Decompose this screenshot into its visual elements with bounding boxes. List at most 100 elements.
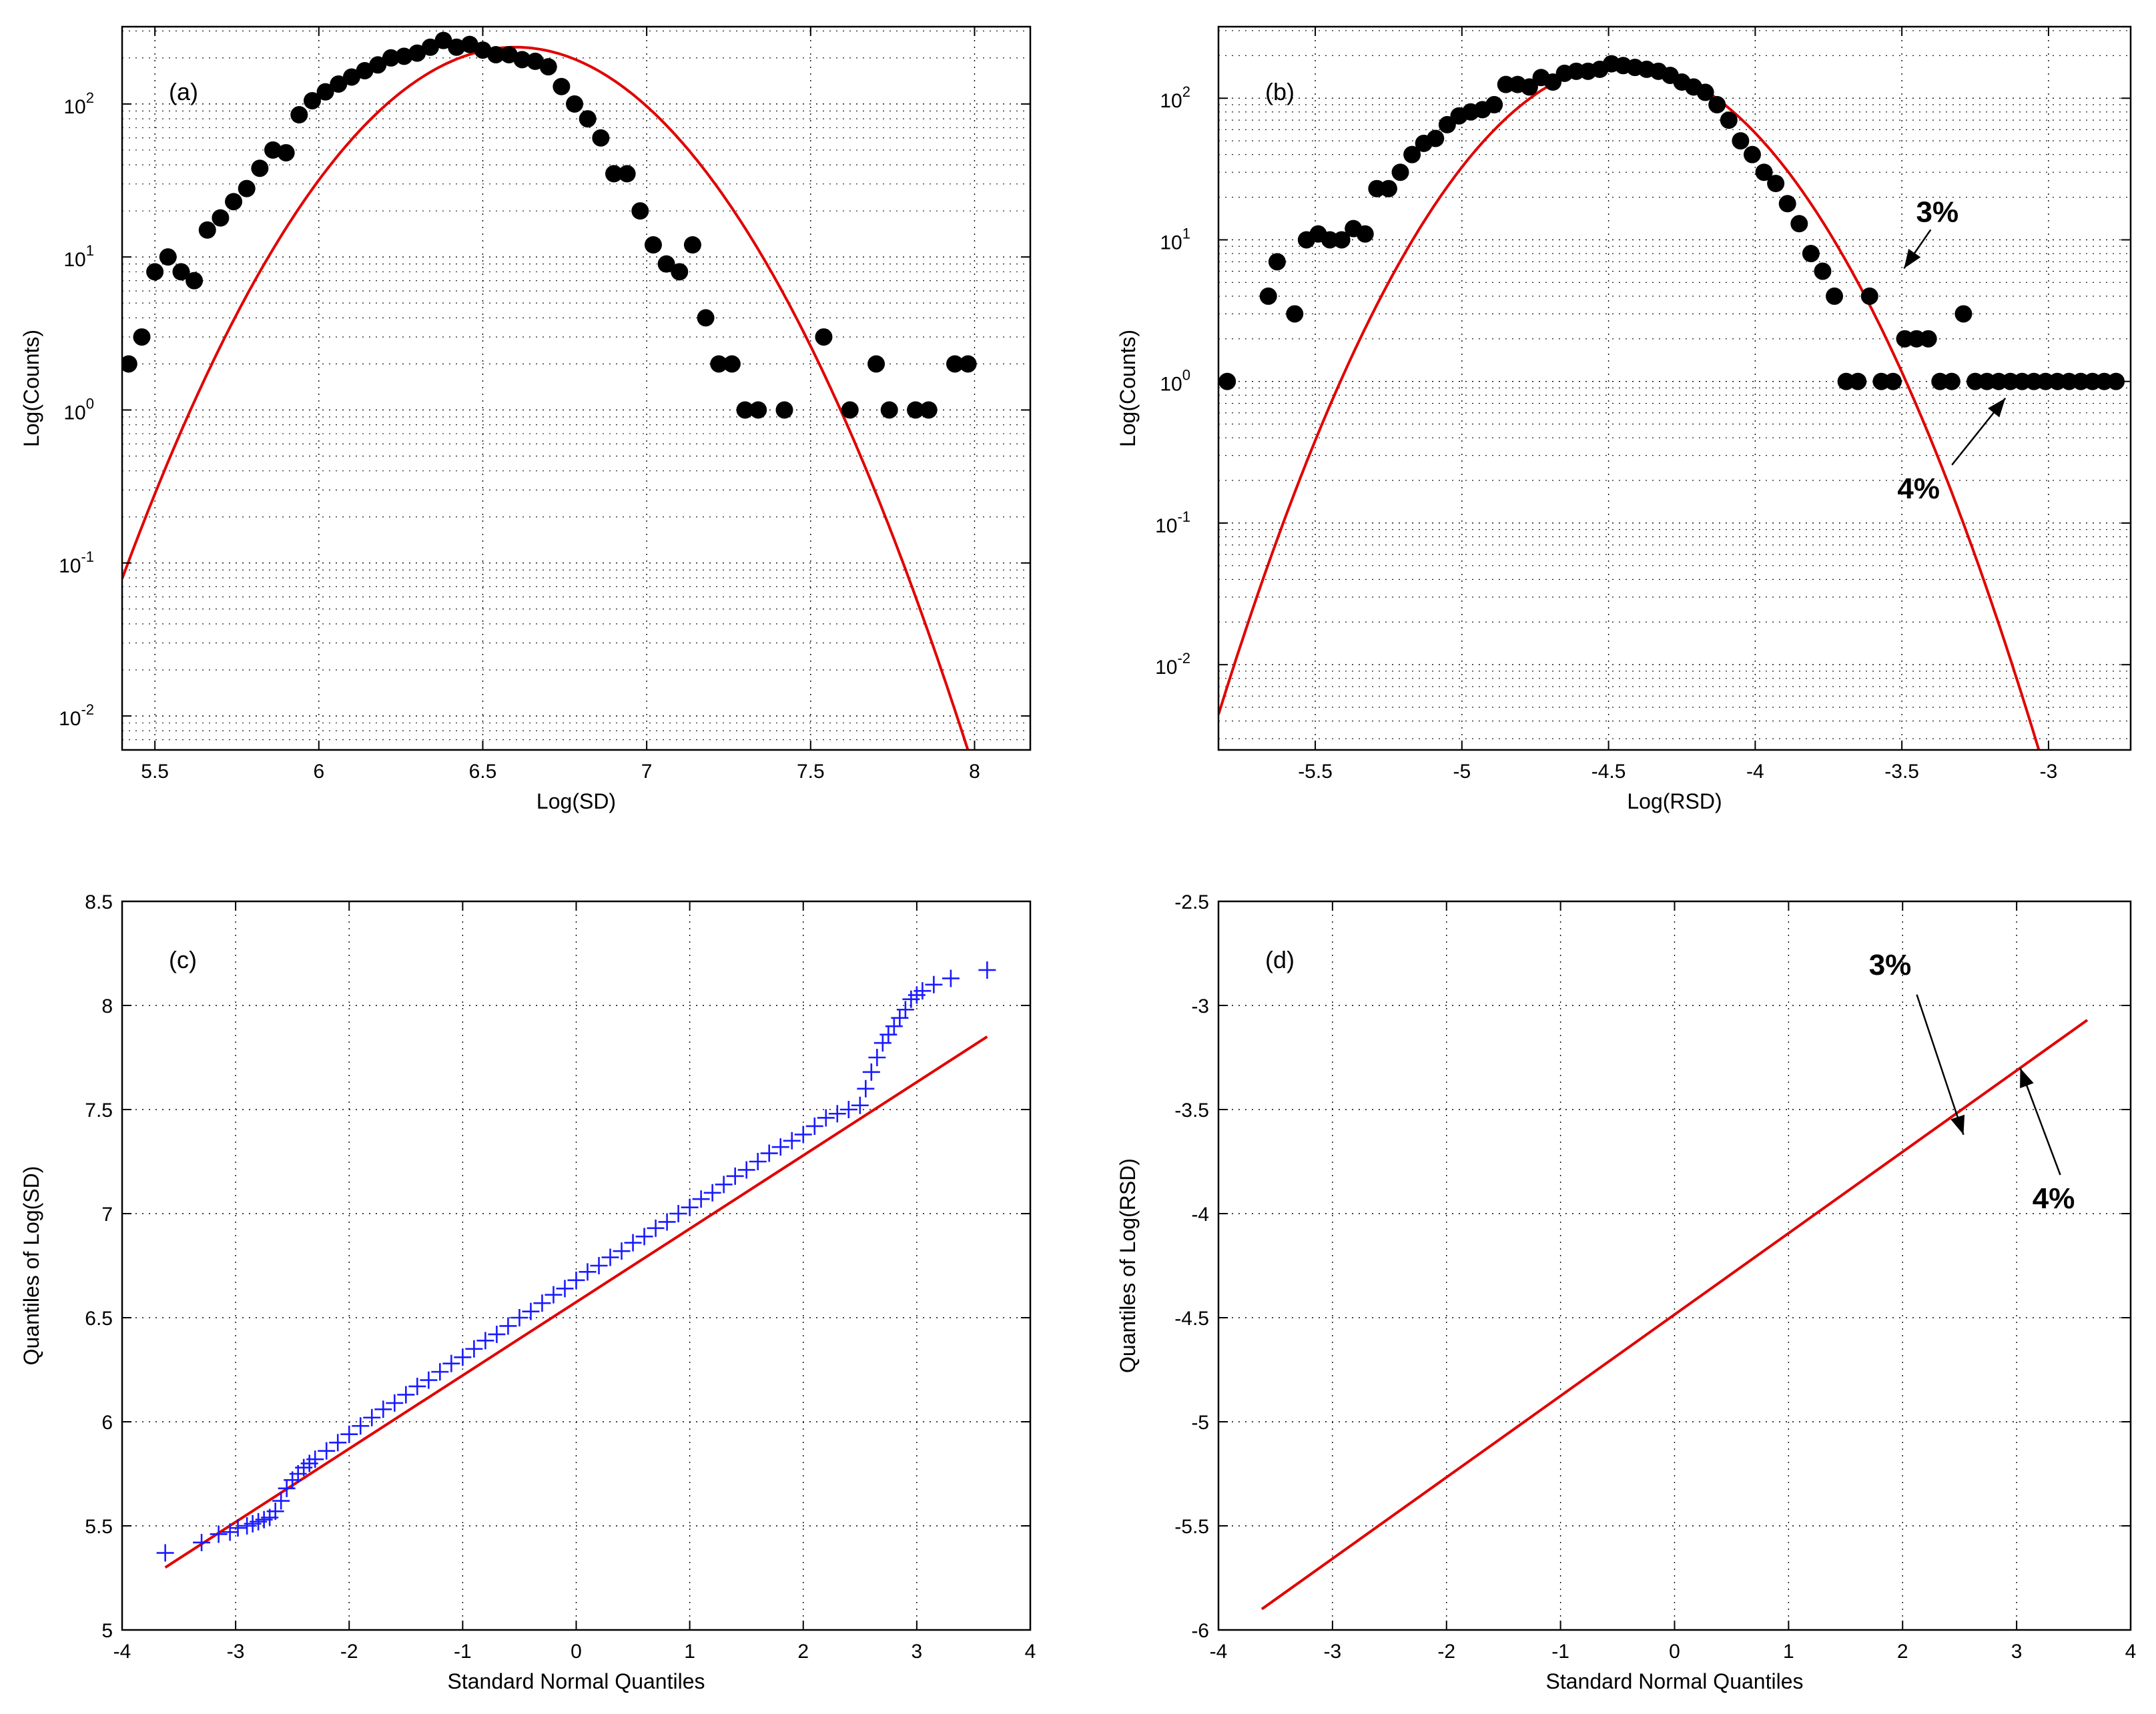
data-point: [669, 1205, 687, 1222]
data-point: [460, 35, 478, 53]
data-point: [290, 106, 308, 124]
data-point: [356, 61, 374, 79]
data-point: [186, 272, 204, 290]
data-point: [454, 1348, 472, 1366]
data-point: [566, 95, 584, 113]
annotation-arrowhead: [1904, 249, 1921, 269]
y-tick-label: 5.5: [85, 1516, 113, 1538]
y-tick-exp: 2: [1182, 83, 1190, 100]
data-point: [1268, 253, 1286, 271]
x-tick-label: 6: [313, 761, 324, 783]
data-point: [510, 1309, 528, 1326]
data-point: [533, 1294, 551, 1312]
data-point: [316, 83, 334, 101]
data-point: [942, 969, 960, 987]
annotation-arrow: [1916, 994, 1964, 1136]
data-point: [618, 165, 636, 183]
x-tick-label: -3: [1324, 1641, 1342, 1663]
y-tick-label: -3.5: [1174, 1100, 1209, 1122]
x-axis-label: Standard Normal Quantiles: [448, 1669, 705, 1693]
data-point: [907, 401, 925, 419]
plot-frame: [1217, 25, 2132, 751]
data-point: [306, 1450, 324, 1468]
y-tick-exp: 2: [86, 89, 94, 106]
x-axis-label: Log(RSD): [1627, 789, 1722, 813]
data-points: [156, 961, 996, 1562]
data-point: [212, 209, 230, 227]
y-tick-exp: -1: [1177, 508, 1190, 525]
data-point: [867, 355, 885, 373]
x-tick-label: 4: [1025, 1641, 1036, 1663]
data-point: [352, 1417, 370, 1435]
panel-d: -4 -3 -2 -1 0 1 2 3 4 -6 -5.5 -5 -4.5 -4 -3.5 -3 -2.5 Sta…: [1116, 891, 2136, 1693]
x-tick-label: -4: [113, 1641, 131, 1663]
y-tick-label: -5: [1191, 1412, 1209, 1434]
y-tick-exp: 0: [1182, 367, 1190, 384]
data-point: [251, 159, 269, 177]
y-tick-label: 100: [63, 395, 94, 424]
data-point: [1427, 129, 1445, 147]
y-tick-label: 8.5: [85, 891, 113, 913]
data-point: [229, 1519, 247, 1537]
data-point: [264, 141, 282, 159]
y-tick-label: 10-1: [59, 548, 94, 577]
data-point: [681, 1198, 699, 1216]
data-point: [210, 1525, 228, 1543]
data-point: [1520, 78, 1538, 96]
fit-line: [1261, 1019, 2089, 1611]
data-point: [978, 961, 996, 979]
data-point: [851, 1096, 869, 1114]
data-point: [1884, 372, 1902, 390]
data-point: [896, 1001, 914, 1019]
data-point: [726, 1167, 744, 1185]
y-tick-label: 8: [101, 995, 113, 1017]
data-point: [567, 1271, 585, 1289]
data-point: [671, 263, 689, 281]
annotation: 4%: [2019, 1067, 2075, 1215]
x-tick-label: -1: [454, 1641, 472, 1663]
data-point: [374, 1400, 392, 1418]
data-point: [522, 1302, 540, 1320]
x-tick-label: 7.5: [797, 761, 825, 783]
data-point: [613, 1242, 631, 1260]
data-point: [2107, 372, 2125, 390]
data-point: [624, 1234, 642, 1252]
y-tick-exp: 1: [86, 242, 94, 259]
data-point: [556, 1280, 574, 1298]
data-point: [1954, 305, 1972, 323]
data-point: [172, 263, 190, 281]
data-point: [303, 91, 321, 109]
data-point: [1720, 111, 1738, 129]
x-tick-label: 4: [2125, 1641, 2137, 1663]
data-point: [1814, 262, 1832, 280]
x-axis-label: Log(SD): [536, 789, 616, 813]
data-point: [1403, 145, 1421, 163]
annotation-label: 3%: [1916, 195, 1959, 228]
x-tick-label: 6.5: [469, 761, 497, 783]
data-point: [815, 328, 833, 346]
data-point: [1732, 132, 1750, 150]
data-point: [156, 1544, 174, 1562]
data-point: [1259, 287, 1277, 305]
data-point: [476, 1332, 494, 1350]
x-tick-label: -4: [1210, 1641, 1228, 1663]
y-tick-label: -3: [1191, 995, 1209, 1017]
annotation-arrowhead: [1988, 398, 2006, 418]
data-point: [342, 68, 360, 86]
data-point: [862, 1063, 880, 1081]
data-point: [605, 165, 623, 183]
y-tick-exp: -1: [81, 548, 94, 565]
x-tick-label: -5: [1453, 761, 1471, 783]
data-point: [1356, 225, 1374, 243]
y-tick-label: 7: [101, 1204, 113, 1226]
data-point: [465, 1340, 483, 1358]
y-axis-label: Quantiles of Log(SD): [19, 1166, 43, 1366]
x-tick-label: -3: [2040, 761, 2058, 783]
data-point: [318, 1442, 336, 1460]
data-point: [395, 47, 413, 65]
data-point: [1767, 175, 1785, 193]
data-point: [946, 355, 964, 373]
y-tick-base: 10: [1160, 374, 1182, 396]
data-point: [382, 49, 400, 67]
data-point: [697, 309, 715, 327]
